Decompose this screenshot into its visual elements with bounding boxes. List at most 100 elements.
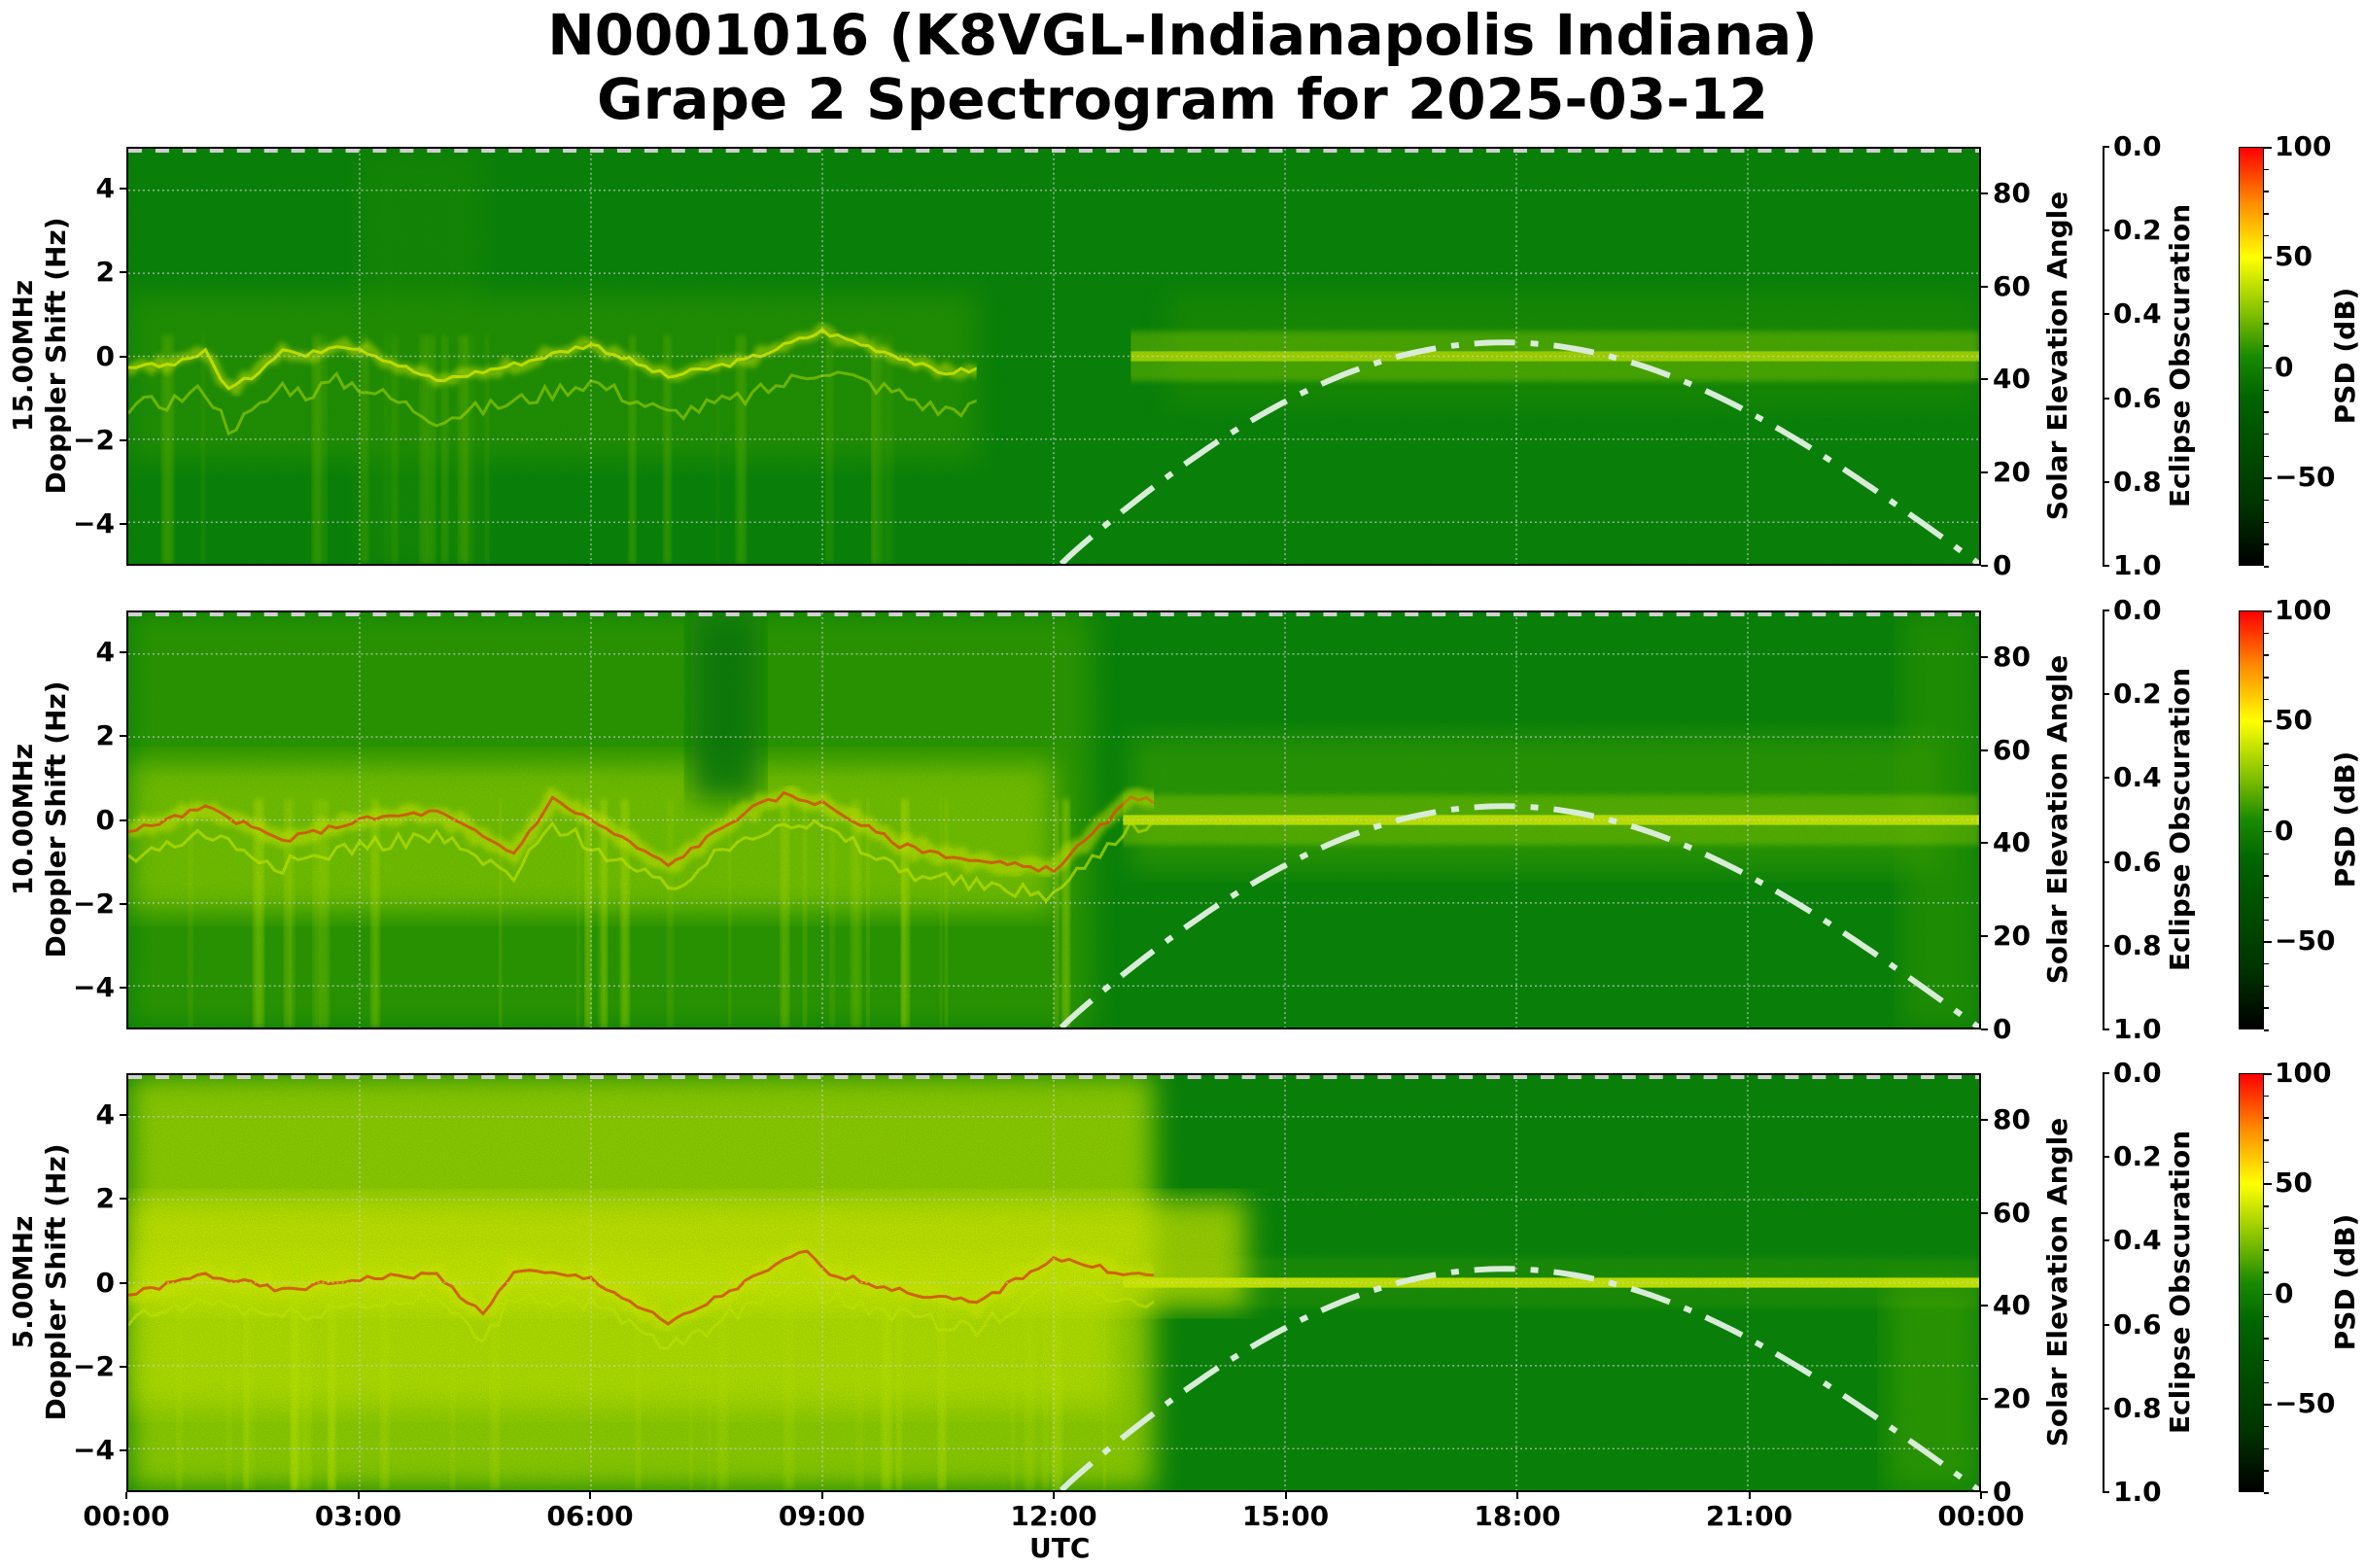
- eclipse-obscuration-axis: [2103, 147, 2104, 566]
- colorbar-tick-mark: [2264, 1117, 2269, 1119]
- solar-tick-mark: [1981, 1118, 1988, 1121]
- colorbar-tick-mark: [2264, 433, 2269, 436]
- eclipse-tick-mark: [2103, 1323, 2109, 1326]
- solar-tick-label: 60: [1993, 733, 2031, 766]
- colorbar-tick-mark: [2264, 168, 2269, 171]
- eclipse-tick-mark: [2103, 610, 2109, 611]
- eclipse-tick-mark: [2103, 860, 2109, 863]
- eclipse-tick-label: 0.2: [2113, 678, 2162, 711]
- colorbar-tick-mark: [2264, 1139, 2269, 1141]
- solar-tick-mark: [1981, 1491, 1988, 1493]
- solar-tick-label: 20: [1993, 456, 2031, 489]
- x-tick-label: 09:00: [778, 1500, 866, 1532]
- doppler-tick-mark: [120, 1198, 126, 1201]
- eclipse-obscuration-axis: [2103, 1073, 2104, 1492]
- spectrogram-image: [128, 1075, 1979, 1490]
- colorbar-tick-mark: [2264, 455, 2269, 458]
- solar-tick-mark: [1981, 1028, 1988, 1030]
- eclipse-tick-label: 0.4: [2113, 761, 2162, 794]
- eclipse-tick-label: 0.6: [2113, 1307, 2162, 1341]
- doppler-shift-label: Doppler Shift (Hz): [40, 1143, 72, 1421]
- colorbar-tick-mark: [2264, 985, 2269, 988]
- solar-tick-label: 80: [1993, 1102, 2031, 1135]
- colorbar-tick-label: −50: [2275, 461, 2336, 494]
- doppler-tick-label: −2: [73, 423, 115, 456]
- eclipse-tick-label: 0.8: [2113, 1391, 2162, 1424]
- eclipse-tick-label: 0.8: [2113, 928, 2162, 961]
- colorbar-tick-mark: [2264, 521, 2269, 524]
- colorbar-tick-label: 100: [2275, 130, 2332, 162]
- solar-tick-mark: [1981, 285, 1988, 288]
- x-tick-mark: [357, 1492, 360, 1499]
- colorbar-tick-mark: [2264, 389, 2269, 392]
- colorbar-tick-mark: [2264, 654, 2269, 656]
- eclipse-tick-label: 0.0: [2113, 1057, 2162, 1089]
- eclipse-tick-mark: [2103, 1072, 2109, 1074]
- colorbar-tick-mark: [2264, 1315, 2269, 1318]
- colorbar-tick-mark: [2264, 1492, 2269, 1494]
- colorbar-tick-mark: [2264, 919, 2269, 922]
- colorbar-tick-mark: [2264, 191, 2269, 192]
- colorbar-tick-mark: [2264, 764, 2269, 767]
- colorbar-tick-mark: [2264, 1272, 2269, 1273]
- eclipse-tick-label: 0.8: [2113, 465, 2162, 498]
- colorbar-tick-mark: [2264, 566, 2269, 568]
- colorbar-tick-mark: [2264, 234, 2269, 237]
- eclipse-obscuration-axis: [2103, 610, 2104, 1029]
- colorbar-tick-mark: [2264, 786, 2269, 788]
- solar-elevation-axis-label: Solar Elevation Angle: [2041, 191, 2073, 521]
- doppler-tick-label: −2: [73, 1349, 115, 1382]
- colorbar-tick-label: 0: [2275, 350, 2294, 383]
- solar-tick-mark: [1981, 842, 1988, 845]
- colorbar-tick-label: 100: [2275, 594, 2332, 626]
- doppler-tick-label: 0: [95, 339, 115, 372]
- colorbar-tick-mark: [2264, 1183, 2272, 1185]
- x-tick-label: 06:00: [546, 1500, 634, 1532]
- colorbar-tick-label: 0: [2275, 1276, 2294, 1309]
- x-tick-mark: [1748, 1492, 1751, 1499]
- eclipse-tick-label: 0.2: [2113, 214, 2162, 247]
- colorbar-tick-mark: [2264, 853, 2269, 855]
- solar-tick-mark: [1981, 1305, 1988, 1307]
- solar-tick-mark: [1981, 565, 1988, 567]
- colorbar-tick-label: 0: [2275, 814, 2294, 847]
- colorbar-tick-mark: [2264, 411, 2269, 413]
- eclipse-tick-mark: [2103, 1491, 2109, 1493]
- eclipse-tick-mark: [2103, 313, 2109, 316]
- solar-tick-mark: [1981, 1398, 1988, 1401]
- colorbar-tick-mark: [2264, 345, 2269, 347]
- doppler-tick-label: −4: [73, 970, 115, 1003]
- doppler-tick-mark: [120, 188, 126, 191]
- eclipse-tick-label: 0.2: [2113, 1140, 2162, 1173]
- eclipse-tick-mark: [2103, 1156, 2109, 1159]
- colorbar-tick-mark: [2264, 1073, 2272, 1075]
- x-tick-mark: [1980, 1492, 1982, 1499]
- solar-tick-label: 20: [1993, 1382, 2031, 1415]
- colorbar-tick-mark: [2264, 257, 2272, 259]
- colorbar-tick-mark: [2264, 1447, 2269, 1450]
- psd-colorbar-label: PSD (dB): [2329, 287, 2361, 425]
- eclipse-tick-mark: [2103, 397, 2109, 400]
- colorbar-tick-mark: [2264, 366, 2272, 369]
- eclipse-tick-mark: [2103, 1028, 2109, 1030]
- colorbar-tick-mark: [2264, 499, 2269, 502]
- eclipse-tick-label: 1.0: [2113, 549, 2162, 581]
- frequency-label: 15.00MHz: [7, 279, 39, 433]
- doppler-tick-label: 2: [95, 256, 115, 289]
- doppler-axis-label: 10.00MHz Doppler Shift (Hz): [7, 610, 75, 1028]
- eclipse-tick-mark: [2103, 1239, 2109, 1242]
- eclipse-tick-mark: [2103, 146, 2109, 148]
- doppler-tick-label: −2: [73, 887, 115, 920]
- colorbar-tick-mark: [2264, 677, 2269, 679]
- eclipse-tick-mark: [2103, 229, 2109, 232]
- colorbar-tick-mark: [2264, 1007, 2269, 1009]
- solar-tick-label: 40: [1993, 1289, 2031, 1322]
- psd-colorbar: [2239, 147, 2264, 566]
- frequency-label: 10.00MHz: [7, 743, 39, 896]
- eclipse-obscuration-axis-label: Eclipse Obscuration: [2164, 1130, 2196, 1435]
- doppler-tick-mark: [120, 355, 126, 358]
- solar-tick-label: 0: [1993, 1013, 2012, 1045]
- doppler-tick-mark: [120, 522, 126, 525]
- colorbar-tick-mark: [2264, 830, 2272, 833]
- colorbar-tick-mark: [2264, 1161, 2269, 1164]
